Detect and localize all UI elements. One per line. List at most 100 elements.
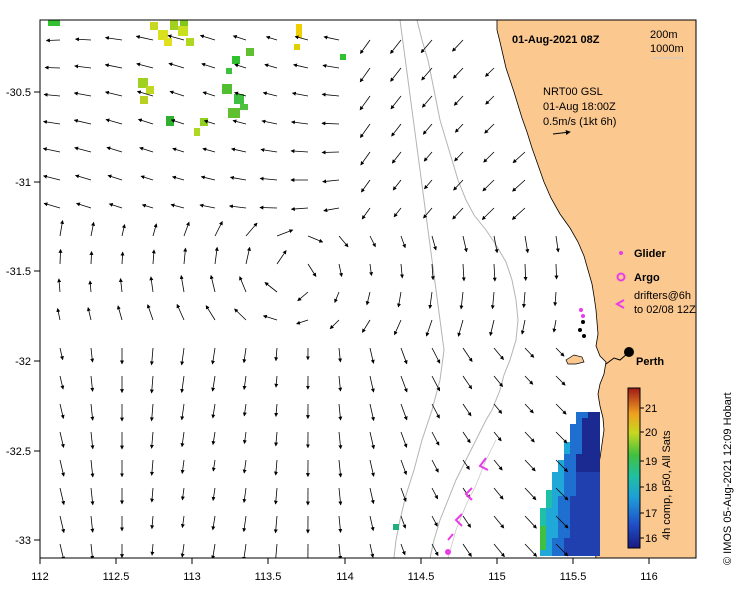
current-arrow [362,319,371,333]
sst-pixel [594,442,600,448]
current-arrow [232,119,247,125]
y-tick-label: -33 [15,535,31,547]
depth-label-1000m: 1000m [650,43,684,55]
sst-pixel [576,544,582,550]
sst-pixel [588,550,594,556]
current-arrow [273,515,278,534]
current-arrow [360,151,371,166]
current-arrow [90,403,95,421]
current-arrow [524,543,538,557]
sst-pixel [576,472,582,478]
current-arrow [43,92,61,97]
current-arrow [512,179,526,192]
sst-pixel [570,508,576,514]
sst-pixel [564,514,570,520]
sst-pixel [576,418,582,424]
current-arrow [555,459,568,473]
current-arrow [489,319,495,337]
depth-label-200m: 200m [650,29,678,41]
current-arrow [462,459,470,470]
sst-pixel [546,490,552,496]
current-arrow [262,91,278,97]
current-arrow [276,250,287,265]
current-arrow [59,347,64,361]
sst-pixel [226,68,232,74]
current-arrow [59,459,65,477]
sst-pixel [582,520,588,526]
current-arrow [201,62,216,69]
current-arrow [555,235,560,253]
sst-pixel [576,532,582,538]
sst-pixel [588,466,594,472]
sst-pixel [582,496,588,502]
current-arrow [431,459,439,473]
current-arrow [391,151,402,164]
current-arrow [553,291,558,307]
current-arrow [453,179,464,191]
sst-pixel [588,502,594,508]
sst-pixel [570,484,576,490]
current-arrow [338,347,343,363]
current-arrow [360,39,371,54]
sst-pixel [588,496,594,502]
current-arrow [453,95,464,106]
sst-pixel [582,526,588,532]
colorbar-ticks: 21 20 19 18 17 16 [640,403,657,545]
sst-pixel [234,94,244,104]
current-arrow [493,431,502,442]
sst-pixel [594,412,600,418]
sst-pixel [552,532,558,538]
sst-pixel [594,520,600,526]
current-arrow [523,263,528,281]
sst-pixel [576,436,582,442]
sst-pixel [570,430,576,436]
sst-pixel [576,550,582,556]
sst-pixel [588,520,594,526]
sst-pixel [576,430,582,436]
current-arrow [365,291,371,306]
sst-pixel [222,84,232,94]
current-arrow [90,459,95,478]
sst-pixel [552,514,558,520]
current-arrow [88,280,93,293]
sst-pixel [570,478,576,484]
current-arrow [555,403,567,415]
current-arrow [334,291,340,304]
sst-pixel [558,460,564,466]
current-arrow [239,276,247,293]
current-arrow [170,203,185,209]
current-arrow [321,150,340,155]
current-arrow [457,319,464,337]
sst-pixel [588,538,594,544]
argo-legend-icon [616,272,626,282]
current-arrow [229,175,247,181]
current-arrow [524,459,536,472]
current-arrow [296,319,309,325]
sst-pixel [582,508,588,514]
sst-pixel [546,544,552,550]
sst-pixel [558,508,564,514]
sst-pixel [540,520,546,526]
sst-pixel [588,418,594,424]
sst-pixel [570,532,576,538]
sst-pixel [546,526,552,532]
current-arrow [290,149,309,154]
current-arrow [338,515,343,533]
sst-pixel [582,478,588,484]
current-arrow [521,291,526,309]
current-arrow [75,202,92,209]
current-arrow [462,431,471,444]
current-arrow [214,221,223,237]
current-arrow [59,487,66,506]
current-arrow [391,123,402,137]
current-arrow [329,319,340,330]
current-arrow [462,235,468,253]
current-arrow [211,403,216,419]
current-arrow [135,35,154,41]
sst-pixel [564,490,570,496]
current-arrow [524,375,534,385]
current-arrow [73,118,92,125]
current-arrow [136,90,154,97]
sst-pixel [594,508,600,514]
drifter-legend-icon [614,299,625,309]
